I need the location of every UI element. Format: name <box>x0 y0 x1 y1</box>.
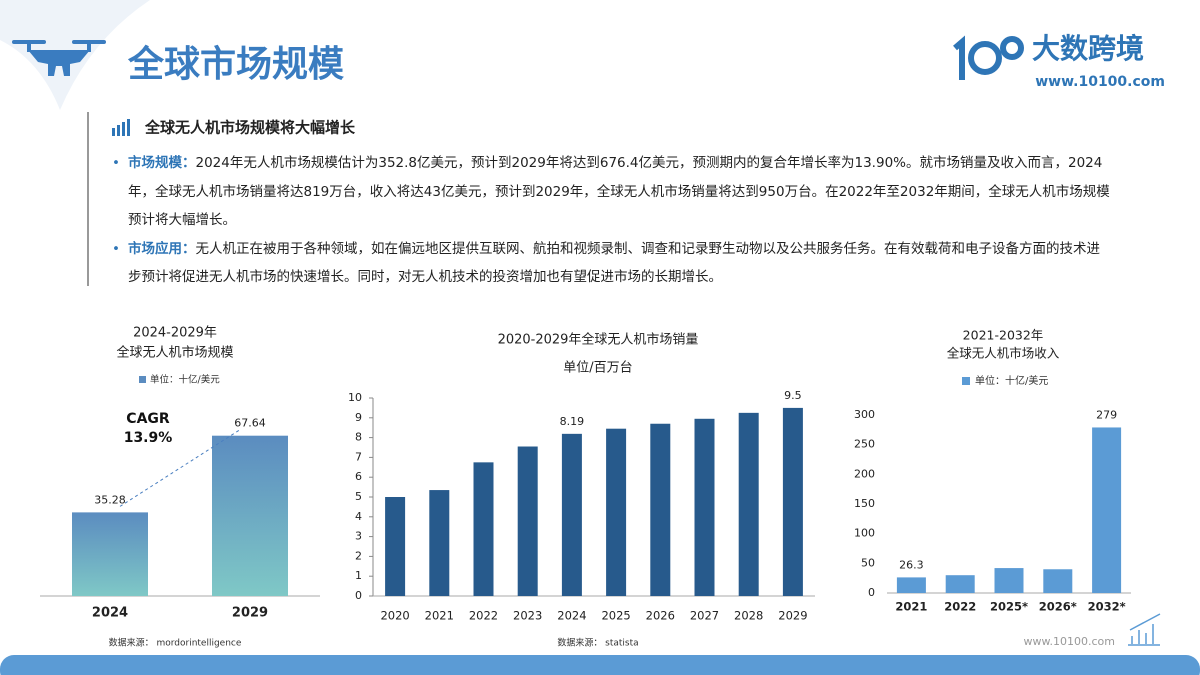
footer-url: www.10100.com <box>1024 635 1115 648</box>
y-tick-label: 300 <box>854 408 875 421</box>
y-tick-label: 2 <box>355 549 362 562</box>
chart-title: 2024-2029年 <box>133 326 217 341</box>
bar <box>994 568 1024 593</box>
bar <box>650 423 671 596</box>
source: 数据来源： mordorintelligence <box>109 637 242 649</box>
x-tick-label: 2028 <box>734 609 763 623</box>
x-tick-label: 2027 <box>690 609 719 623</box>
legend-swatch <box>962 377 970 385</box>
y-tick-label: 5 <box>355 490 362 503</box>
chart-title: 2020-2029年全球无人机市场销量 <box>498 332 699 348</box>
chart-title: 2021-2032年 <box>963 328 1044 343</box>
bullet-label: 市场规模： <box>128 155 196 171</box>
bullet: 市场应用：无人机正在被用于各种领域，如在偏远地区提供互联网、航拍和视频录制、调查… <box>112 235 1112 292</box>
legend-label: 单位：十亿/美元 <box>150 374 220 386</box>
x-tick-label: 2022 <box>944 600 976 614</box>
x-tick-label: 2029 <box>232 606 268 621</box>
x-tick-label: 2021 <box>425 609 454 623</box>
x-tick-label: 2021 <box>895 600 927 614</box>
footer-icon <box>1128 613 1161 646</box>
bullet-text: 2024年无人机市场规模估计为352.8亿美元，预计到2029年将达到676.4… <box>128 155 1110 228</box>
y-tick-label: 3 <box>355 530 362 543</box>
data-label: 8.19 <box>560 415 585 428</box>
source: 数据来源： statista <box>557 637 638 649</box>
logo-url: www.10100.com <box>1035 74 1165 90</box>
x-tick-label: 2025* <box>990 600 1028 614</box>
data-label: 67.64 <box>234 417 266 430</box>
x-tick-label: 2029 <box>778 609 807 623</box>
logo-text: 大数跨境 <box>1032 32 1144 65</box>
section-heading: 全球无人机市场规模将大幅增长 <box>144 119 356 137</box>
footer-band <box>0 655 1200 675</box>
chart-subtitle: 单位/百万台 <box>563 361 632 376</box>
chart-title: 全球无人机市场收入 <box>947 346 1060 361</box>
bar <box>782 407 803 596</box>
x-tick-label: 2020 <box>380 609 409 623</box>
y-tick-label: 200 <box>854 467 875 480</box>
section-icon <box>112 119 130 136</box>
data-label: 9.5 <box>784 389 802 402</box>
x-tick-label: 2024 <box>92 606 128 621</box>
data-label: 279 <box>1096 408 1117 421</box>
bullet-text: 无人机正在被用于各种领域，如在偏远地区提供互联网、航拍和视频录制、调查和记录野生… <box>128 240 1100 286</box>
x-tick-label: 2032* <box>1088 600 1126 614</box>
bar <box>385 497 406 596</box>
data-label: 26.3 <box>899 558 924 571</box>
x-tick-label: 2022 <box>469 609 498 623</box>
bar <box>1043 569 1073 593</box>
y-tick-label: 7 <box>355 450 362 463</box>
legend-swatch <box>139 376 146 383</box>
chart-title: 全球无人机市场规模 <box>116 345 233 361</box>
y-tick-label: 8 <box>355 431 362 444</box>
x-tick-label: 2026 <box>646 609 675 623</box>
annotation: CAGR <box>126 411 170 427</box>
y-tick-label: 4 <box>355 510 362 523</box>
bar <box>945 575 975 593</box>
x-tick-label: 2023 <box>513 609 542 623</box>
bar <box>738 412 759 596</box>
y-tick-label: 50 <box>861 556 875 569</box>
bar <box>212 435 288 596</box>
bullet: 市场规模：2024年无人机市场规模估计为352.8亿美元，预计到2029年将达到… <box>112 149 1112 235</box>
bar <box>72 512 148 596</box>
bar <box>694 418 715 596</box>
bar <box>1092 427 1122 593</box>
bar <box>473 462 494 596</box>
x-tick-label: 2024 <box>557 609 586 623</box>
y-tick-label: 150 <box>854 497 875 510</box>
y-tick-label: 6 <box>355 470 362 483</box>
drone-icon <box>12 40 106 76</box>
bar <box>606 428 627 596</box>
y-tick-label: 100 <box>854 527 875 540</box>
bullet-list: 市场规模：2024年无人机市场规模估计为352.8亿美元，预计到2029年将达到… <box>112 149 1112 292</box>
data-label: 35.28 <box>94 493 126 506</box>
y-tick-label: 9 <box>355 411 362 424</box>
bar <box>561 433 582 596</box>
bullet-label: 市场应用： <box>128 240 196 257</box>
bar <box>429 490 450 596</box>
page-title: 全球市场规模 <box>127 43 344 85</box>
legend-label: 单位：十亿/美元 <box>975 374 1048 387</box>
y-tick-label: 0 <box>868 586 875 599</box>
bar <box>896 577 926 593</box>
annotation: 13.9% <box>124 430 173 446</box>
y-tick-label: 0 <box>355 589 362 602</box>
y-tick-label: 250 <box>854 438 875 451</box>
y-tick-label: 10 <box>348 391 362 404</box>
logo-mark <box>953 35 1024 80</box>
x-tick-label: 2025 <box>601 609 630 623</box>
bar <box>517 446 538 596</box>
x-tick-label: 2026* <box>1039 600 1077 614</box>
y-tick-label: 1 <box>355 569 362 582</box>
